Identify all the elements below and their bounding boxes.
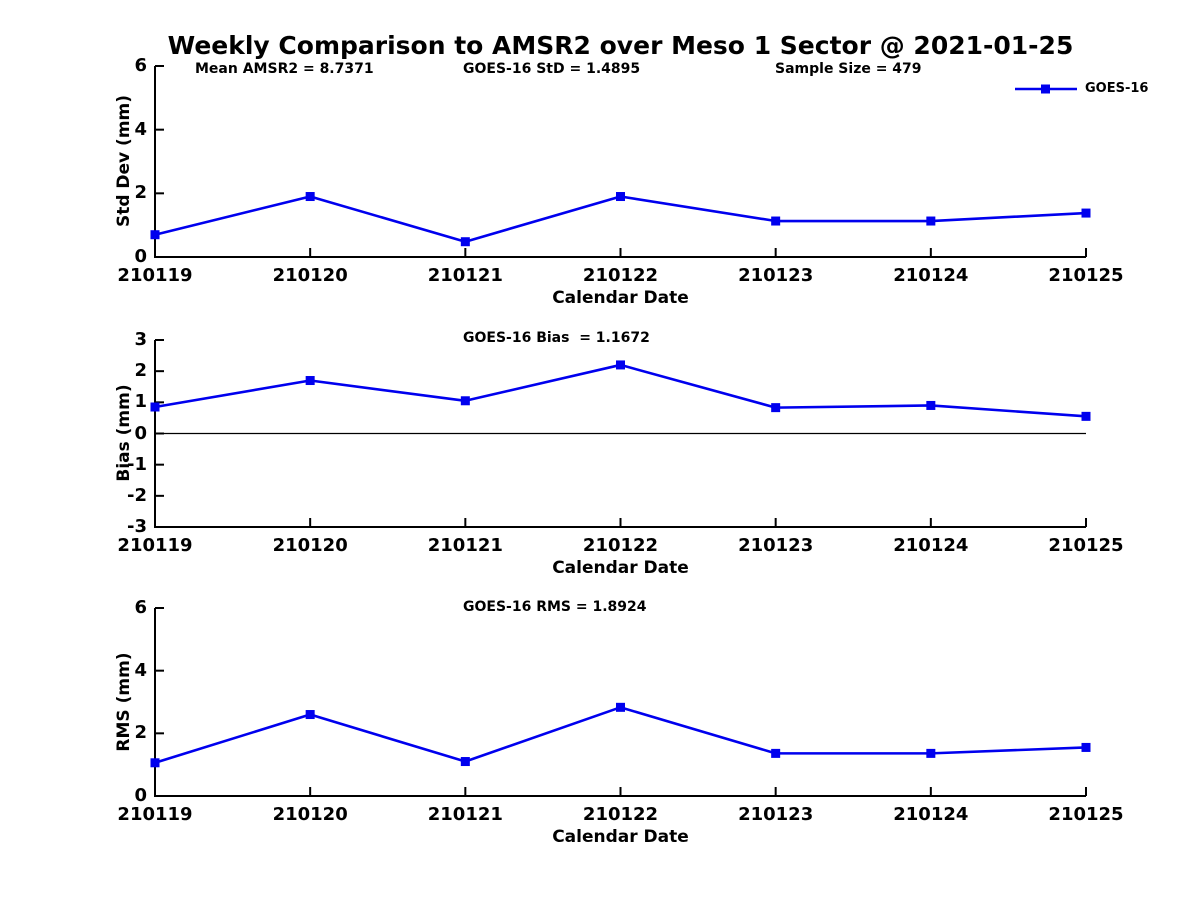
x-tick-label: 210123 bbox=[738, 535, 814, 556]
annotation-sample-size: Sample Size = 479 bbox=[775, 61, 922, 77]
x-tick-label: 210120 bbox=[272, 265, 348, 286]
y-tick-label: 2 bbox=[134, 360, 147, 382]
x-tick-label: 210119 bbox=[117, 535, 193, 556]
y-tick-label: 2 bbox=[134, 722, 147, 744]
y-tick-label: 4 bbox=[134, 659, 147, 681]
xlabel-calendar-date-2: Calendar Date bbox=[552, 558, 689, 578]
xlabel-calendar-date-1: Calendar Date bbox=[552, 288, 689, 308]
y-tick-label: 6 bbox=[134, 55, 147, 76]
y-tick-label: 0 bbox=[134, 785, 147, 806]
y-tick-label: 0 bbox=[134, 422, 147, 444]
y-tick-label: 1 bbox=[134, 391, 147, 413]
y-tick-label: 3 bbox=[134, 329, 147, 350]
annotation-goes16-rms: GOES-16 RMS = 1.8924 bbox=[463, 599, 647, 615]
ylabel-std-dev: Std Dev (mm) bbox=[114, 94, 134, 228]
y-tick-label: 4 bbox=[134, 118, 147, 140]
y-tick-label: -2 bbox=[127, 484, 147, 506]
x-tick-label: 210120 bbox=[272, 804, 348, 825]
x-tick-label: 210125 bbox=[1048, 804, 1124, 825]
annotation-goes16-std: GOES-16 StD = 1.4895 bbox=[463, 61, 641, 77]
x-tick-label: 210124 bbox=[893, 804, 969, 825]
annotation-mean-amsr2: Mean AMSR2 = 8.7371 bbox=[195, 61, 374, 77]
legend-line-marker-icon bbox=[1015, 84, 1077, 93]
x-tick-label: 210122 bbox=[582, 265, 659, 286]
x-tick-label: 210125 bbox=[1048, 265, 1124, 286]
x-tick-label: 210123 bbox=[738, 804, 814, 825]
y-tick-label: 6 bbox=[134, 597, 147, 618]
annotation-goes16-bias: GOES-16 Bias = 1.1672 bbox=[463, 330, 650, 346]
y-tick-label: 0 bbox=[134, 246, 147, 267]
legend: GOES-16 bbox=[1014, 81, 1148, 96]
figure-title: Weekly Comparison to AMSR2 over Meso 1 S… bbox=[167, 31, 1074, 60]
x-tick-label: 210119 bbox=[117, 804, 193, 825]
x-tick-label: 210122 bbox=[582, 535, 659, 556]
x-tick-label: 210120 bbox=[272, 535, 348, 556]
x-tick-label: 210125 bbox=[1048, 535, 1124, 556]
y-tick-label: -1 bbox=[127, 453, 147, 475]
x-tick-label: 210122 bbox=[582, 804, 659, 825]
x-tick-label: 210123 bbox=[738, 265, 814, 286]
x-tick-label: 210121 bbox=[427, 535, 503, 556]
x-tick-label: 210124 bbox=[893, 535, 969, 556]
y-tick-label: 2 bbox=[134, 182, 147, 204]
xlabel-calendar-date-3: Calendar Date bbox=[552, 827, 689, 847]
x-tick-label: 210124 bbox=[893, 265, 969, 286]
x-tick-label: 210121 bbox=[427, 804, 503, 825]
x-tick-label: 210121 bbox=[427, 265, 503, 286]
y-tick-label: -3 bbox=[127, 516, 147, 537]
x-tick-label: 210119 bbox=[117, 265, 193, 286]
legend-label: GOES-16 bbox=[1085, 81, 1149, 96]
